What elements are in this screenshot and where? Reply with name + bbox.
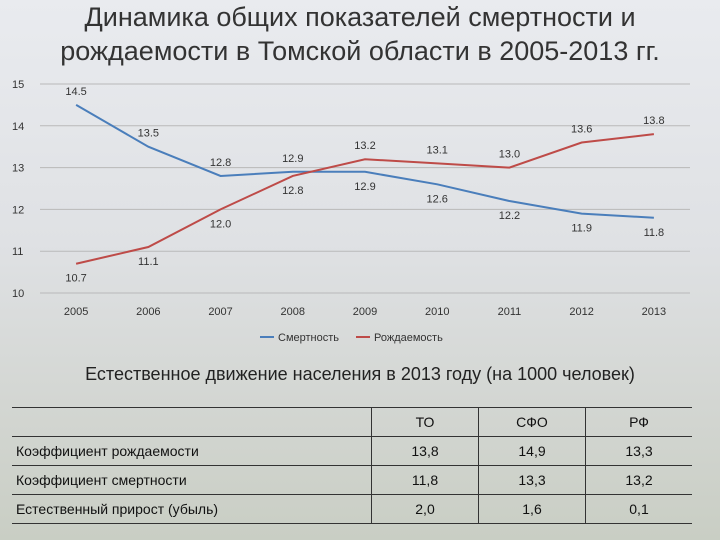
x-tick-label: 2013 [642,306,666,318]
data-label: 13.5 [138,128,159,140]
y-tick-label: 13 [12,163,24,175]
x-tick-label: 2011 [498,306,522,318]
x-tick-label: 2009 [353,306,377,318]
header-cell: ТО [371,407,479,437]
value-cell: 13,2 [585,465,692,495]
y-tick-label: 12 [12,204,24,216]
x-tick-label: 2005 [64,306,88,318]
chart-title: Динамика общих показателей смертности и … [60,2,660,66]
data-label: 11.8 [644,227,665,239]
data-label: 12.8 [282,185,303,197]
header-cell: СФО [478,407,586,437]
header-row: ТО СФО РФ [12,407,692,437]
data-label: 13.8 [643,115,664,127]
data-label: 13.6 [571,124,592,136]
value-cell: 1,6 [478,494,586,524]
value-cell: 13,3 [585,436,692,466]
x-tick-label: 2008 [281,306,305,318]
x-tick-label: 2010 [425,306,449,318]
data-label: 14.5 [65,86,86,98]
y-tick-label: 15 [12,79,24,91]
value-cell: 13,3 [478,465,586,495]
header-cell [12,407,372,437]
x-tick-label: 2007 [208,306,232,318]
data-label: 12.9 [354,181,375,193]
y-tick-label: 10 [12,288,24,300]
data-label: 11.1 [138,256,159,268]
row-label: Естественный прирост (убыль) [12,494,372,524]
data-label: 12.8 [210,157,231,169]
table-row: Коэффициент смертности 11,8 13,3 13,2 [12,465,692,495]
line [75,133,655,265]
header-cell: РФ [585,407,692,437]
value-cell: 14,9 [478,436,586,466]
line [75,104,654,219]
data-label: 12.6 [427,193,448,205]
data-label: 13.1 [427,144,448,156]
data-label: 12.2 [499,210,520,222]
row-label: Коэффициент рождаемости [12,436,372,466]
data-label: 12.9 [282,153,303,165]
value-cell: 2,0 [371,494,479,524]
data-label: 13.0 [499,149,520,161]
value-cell: 0,1 [585,494,692,524]
row-label: Коэффициент смертности [12,465,372,495]
data-table: ТО СФО РФ Коэффициент рождаемости 13,8 14,9 1… [12,407,692,524]
data-label: 11.9 [571,223,592,235]
x-tick-label: 2012 [569,306,593,318]
table-title: Естественное движение населения в 2013 г… [85,364,635,384]
table-row: Естественный прирост (убыль) 2,0 1,6 0,1 [12,494,692,524]
chart: 10 11 12 13 14 15 2005 2006 2007 2008 2009 2010 2011… [12,79,690,344]
data-label: 10.7 [65,273,86,285]
y-tick-label: 14 [12,121,24,133]
value-cell: 11,8 [371,465,479,495]
data-label: 13.2 [354,140,375,152]
y-tick-label: 11 [12,246,23,258]
x-tick-label: 2006 [136,306,160,318]
value-cell: 13,8 [371,436,479,466]
data-label: 12.0 [210,218,231,230]
legend-label: Рождаемость [374,332,443,344]
table-row: Коэффициент рождаемости 13,8 14,9 13,3 [12,436,692,466]
legend-label: Смертность [278,332,339,344]
